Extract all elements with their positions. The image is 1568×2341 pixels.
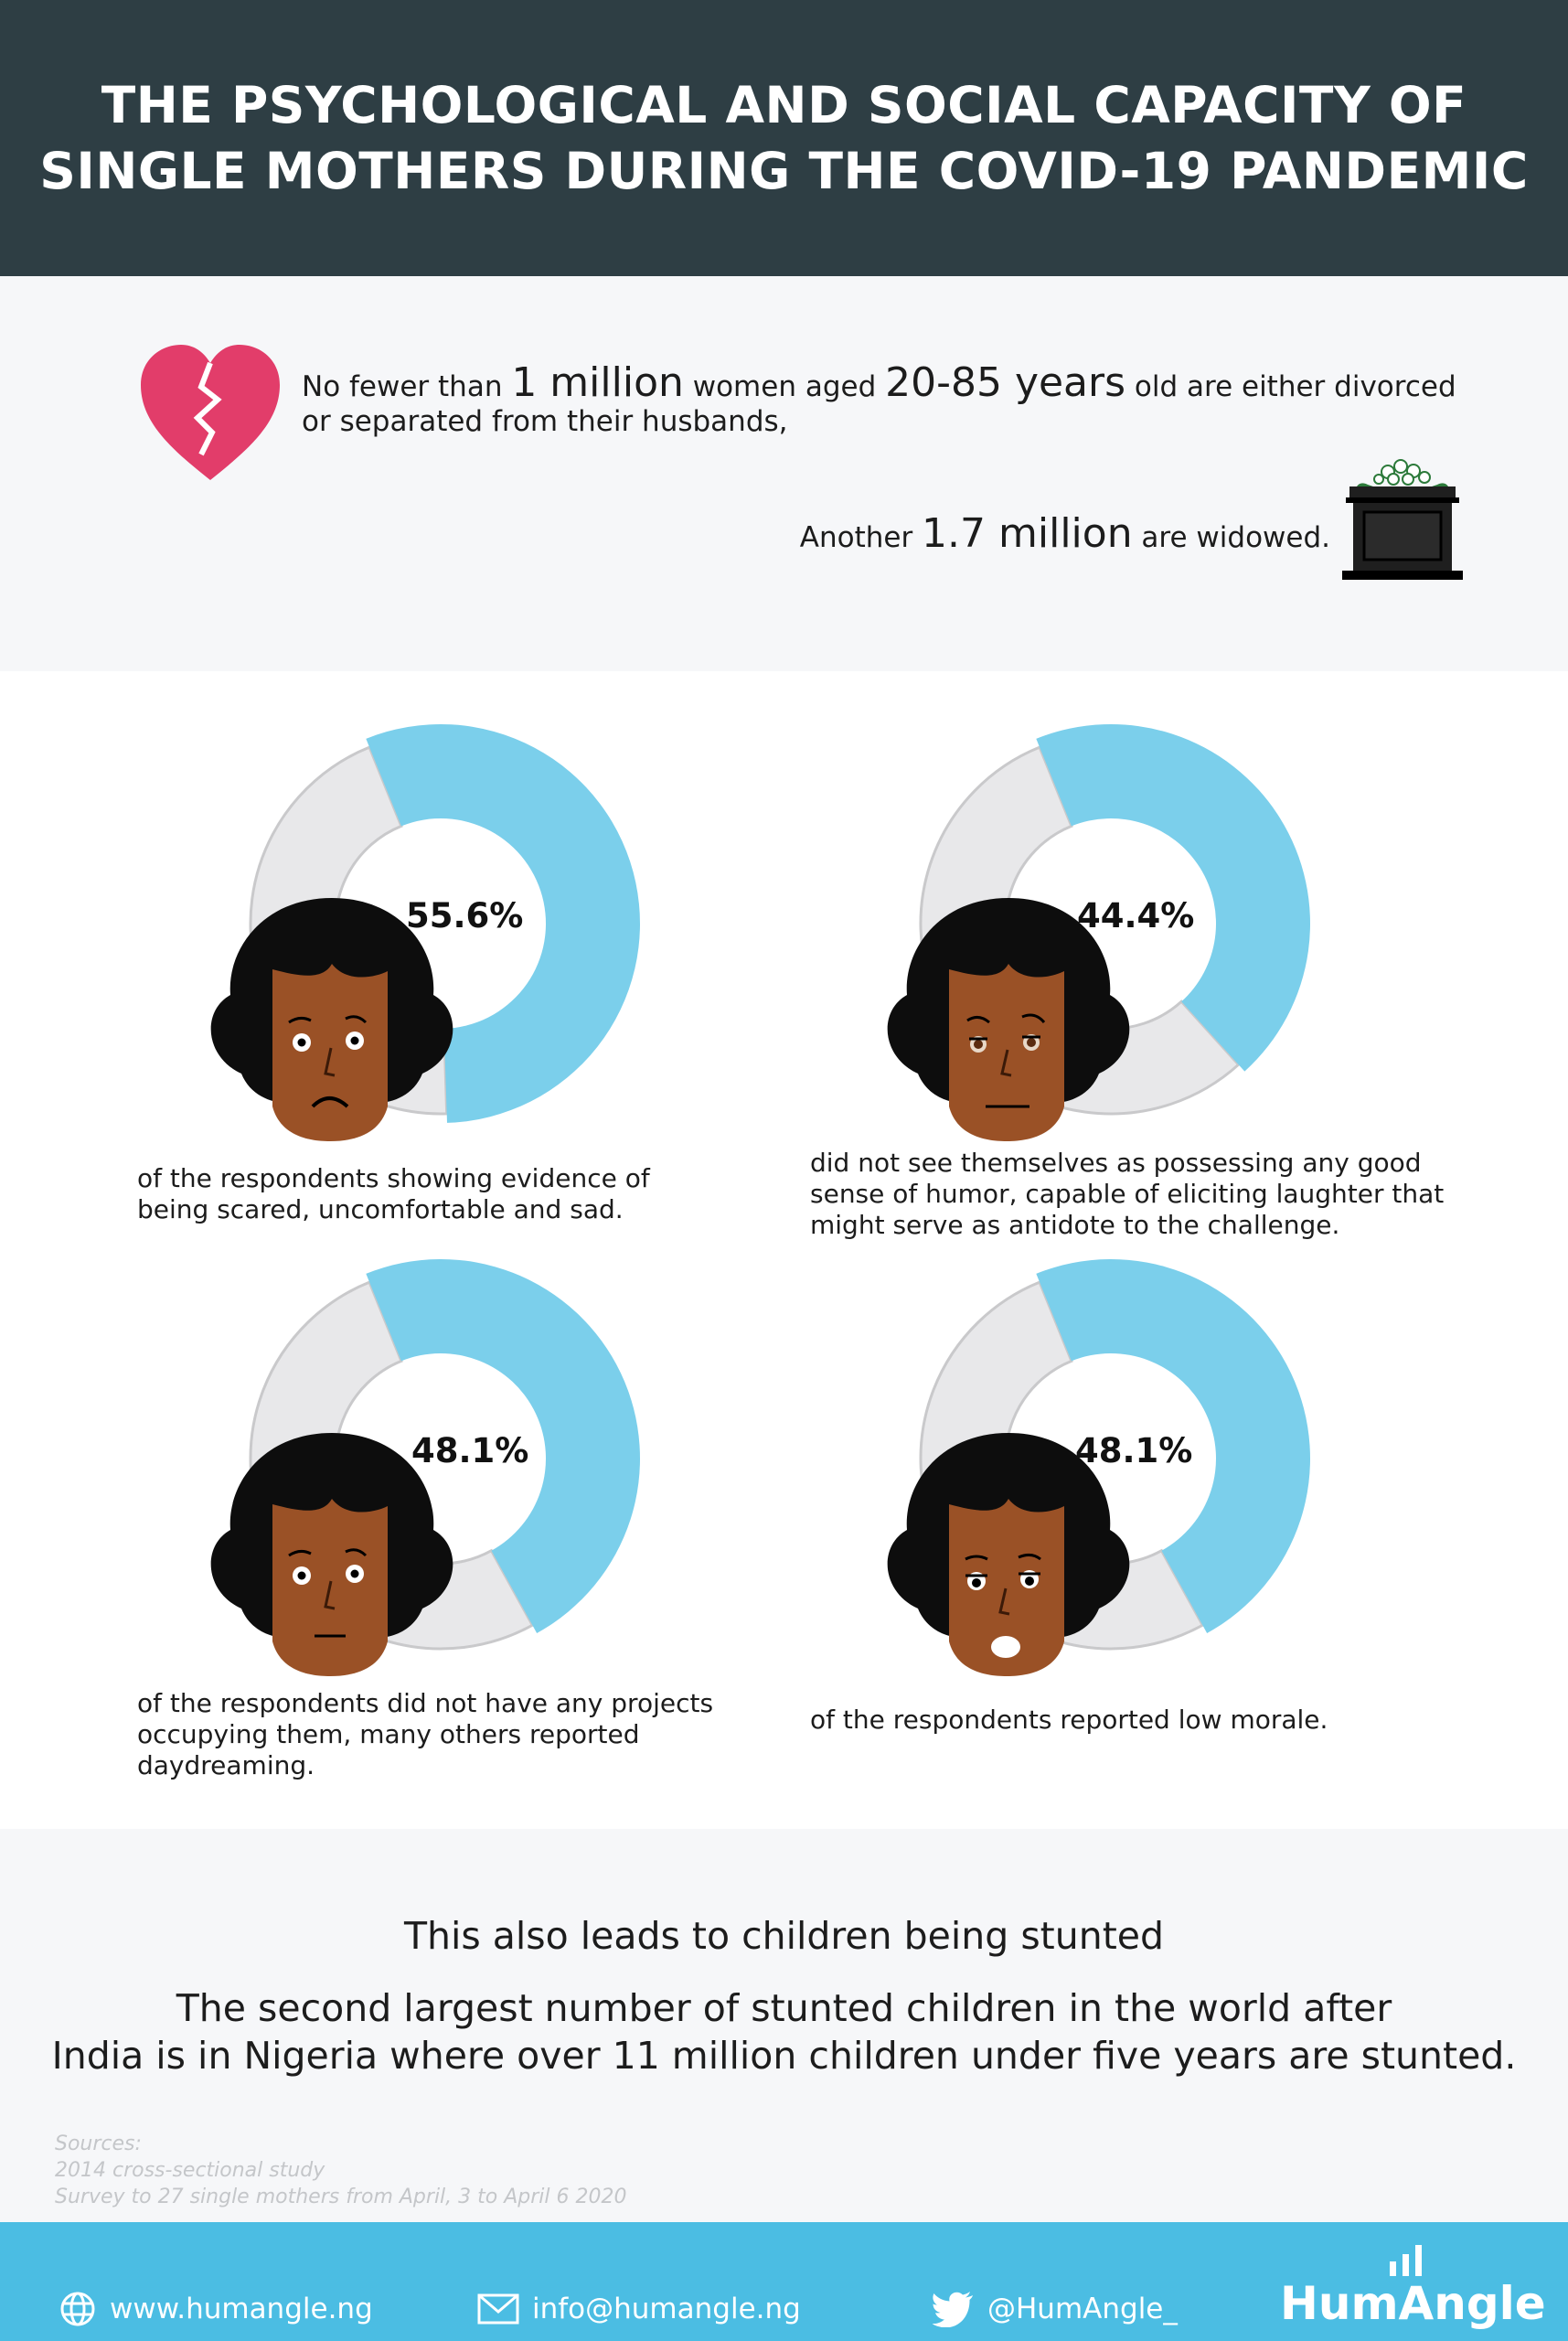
donut-caption: did not see themselves as possessing any… <box>810 1148 1445 1240</box>
footer-email-text: info@humangle.ng <box>532 2293 801 2325</box>
donut-value <box>366 1259 640 1633</box>
donut-value <box>366 724 641 1123</box>
donut-value <box>1036 724 1310 1072</box>
fact-divorced: No fewer than 1 million women aged 20-85… <box>302 363 1472 439</box>
humangle-logo: HumAngle <box>1280 2277 1546 2330</box>
stunting-section <box>0 1829 1568 2222</box>
footer-email[interactable]: info@humangle.ng <box>477 2286 801 2332</box>
stunting-line-1: The second largest number of stunted chi… <box>176 1986 1392 2030</box>
sad-face-icon <box>210 898 453 1141</box>
donut-percent-label: 44.4% <box>1077 896 1195 935</box>
broken-heart-icon <box>141 345 280 480</box>
stunting-body: The second largest number of stunted chi… <box>18 1984 1550 2079</box>
fact-text: are widowed. <box>1132 521 1330 554</box>
sources-block: Sources: 2014 cross-sectional study Surv… <box>55 2131 878 2210</box>
tired-face-icon <box>887 898 1130 1141</box>
donut-percent-label: 55.6% <box>406 896 524 935</box>
donut-caption: of the respondents did not have any proj… <box>137 1688 714 1780</box>
donut-caption: of the respondents reported low morale. <box>810 1705 1328 1735</box>
fact-widowed: Another 1.7 million are widowed. <box>549 512 1330 560</box>
fact-number: 20-85 years <box>885 359 1126 406</box>
donut-percent-label: 48.1% <box>1075 1431 1193 1470</box>
donut-value <box>1036 1259 1310 1633</box>
stunting-line-2: India is in Nigeria where over 11 millio… <box>51 2034 1517 2078</box>
bored-face-icon <box>210 1433 453 1676</box>
sources-label: Sources: <box>55 2133 142 2155</box>
footer-website-text: www.humangle.ng <box>110 2293 373 2325</box>
twitter-icon <box>933 2292 973 2327</box>
intro-section <box>0 276 1568 671</box>
footer-website[interactable]: www.humangle.ng <box>59 2286 373 2332</box>
globe-icon <box>60 2292 95 2326</box>
casket-icon <box>1342 459 1463 580</box>
source-item: 2014 cross-sectional study <box>55 2159 325 2182</box>
donut-percent-label: 48.1% <box>411 1431 529 1470</box>
fact-number: 1 million <box>511 359 684 406</box>
shocked-face-icon <box>887 1433 1130 1676</box>
page-footer <box>0 2222 1568 2341</box>
fact-text: old are either divorced or separated fro… <box>302 370 1456 438</box>
page-header: THE PSYCHOLOGICAL AND SOCIAL CAPACITY OF… <box>0 0 1568 276</box>
fact-number: 1.7 million <box>922 510 1133 557</box>
fact-text: women aged <box>683 370 886 403</box>
fact-text: No fewer than <box>302 370 512 403</box>
stunting-heading: This also leads to children being stunte… <box>403 1914 1165 1958</box>
fact-text: Another <box>799 521 923 554</box>
footer-twitter-text: @HumAngle_ <box>987 2293 1178 2325</box>
source-item: Survey to 27 single mothers from April, … <box>55 2186 627 2208</box>
humangle-logo-icon <box>1390 2245 1422 2276</box>
footer-twitter[interactable]: @HumAngle_ <box>933 2286 1178 2332</box>
page-title-line-1: THE PSYCHOLOGICAL AND SOCIAL CAPACITY OF <box>101 76 1467 134</box>
mail-icon <box>477 2293 519 2325</box>
donut-caption: of the respondents showing evidence of b… <box>137 1163 650 1224</box>
page-title-line-2: SINGLE MOTHERS DURING THE COVID-19 PANDE… <box>39 142 1529 200</box>
